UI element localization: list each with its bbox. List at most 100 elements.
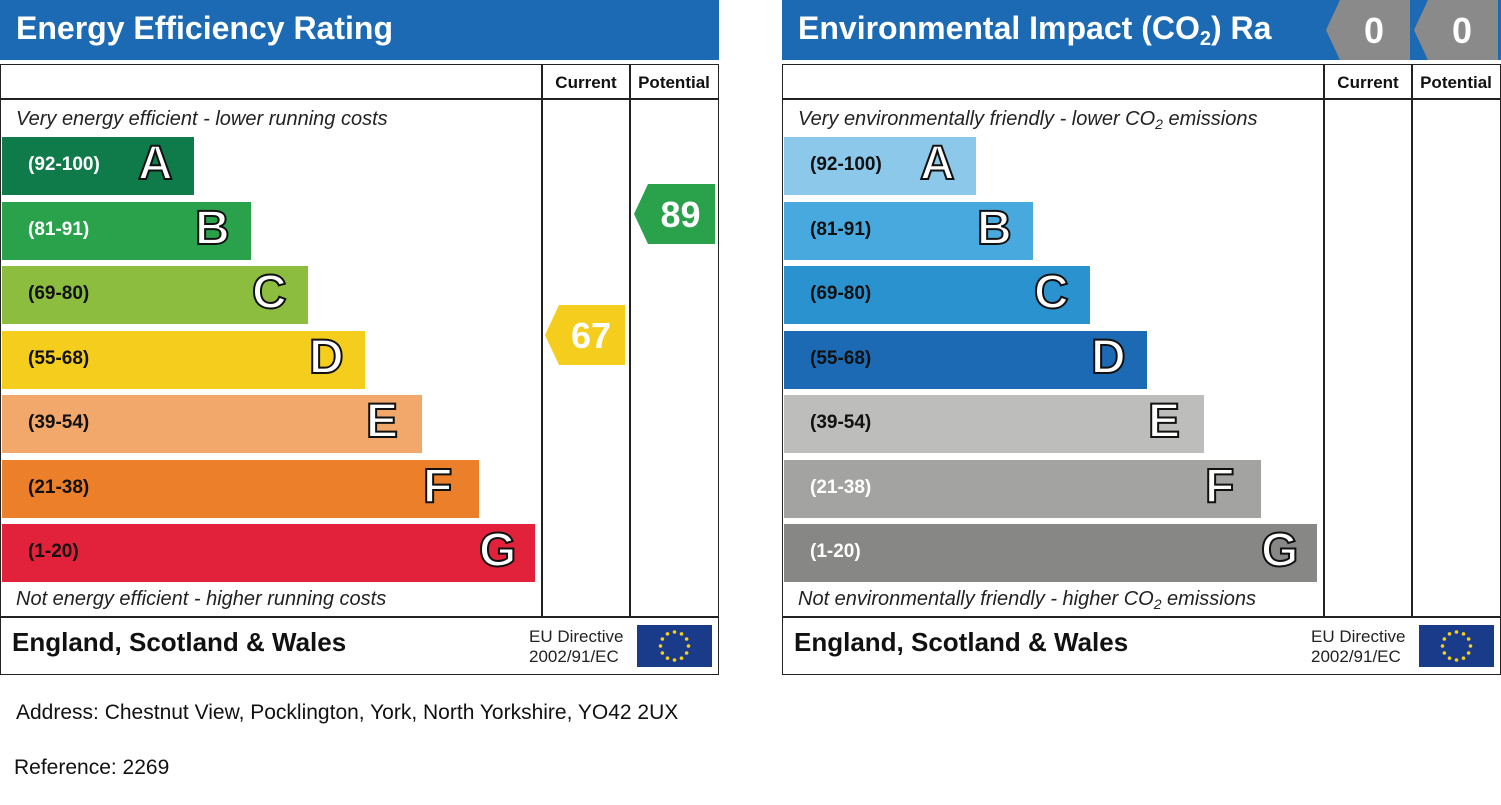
energy-col-divider-1 [541,64,543,617]
eu-flag-icon [637,625,712,667]
environment-top-tail: emissions [1162,108,1258,130]
energy-efficiency-panel: Energy Efficiency Rating Current Potenti… [0,0,719,675]
environment-current-shape [1326,0,1410,60]
environment-col-current: Current [1337,73,1399,92]
environment-header-rule [782,98,1501,100]
environment-bottom-sub: 2 [1153,596,1162,612]
environment-footer-region: England, Scotland & Wales [794,627,1129,657]
eu-star [1440,644,1445,648]
band-g: (1-20) G [784,524,1317,582]
environment-title: Environmental Impact (CO2) Ra [798,10,1271,51]
band-letter: D [308,331,345,384]
eu-star [672,658,677,662]
energy-title: Energy Efficiency Rating [16,10,393,46]
eu-star [658,644,663,648]
energy-header-rule [0,98,719,100]
energy-bottom-caption: Not energy efficient - higher running co… [16,588,387,610]
address-line: Address: Chestnut View, Pocklington, Yor… [16,701,679,724]
eu-star [1447,632,1452,636]
energy-eu-directive: EU Directive 2002/91/EC [529,627,623,667]
band-letter: F [1204,460,1235,513]
environment-current-value: 0 [1364,10,1384,51]
eu-star [1447,656,1452,660]
band-a: (92-100) A [784,137,976,195]
band-letter: D [1090,331,1127,384]
environment-potential-badge: 0 [1414,0,1498,60]
eu-star [660,637,665,641]
band-e: (39-54) E [784,395,1204,453]
energy-potential-value: 89 [660,194,700,235]
band-f: (21-38) F [2,460,479,518]
eu-star [1468,644,1473,648]
environment-eu-line2: 2002/91/EC [1311,647,1401,666]
environmental-impact-panel: Environmental Impact (CO2) Ra 0 0 Curren… [782,0,1501,675]
band-letter: E [365,395,399,448]
band-c: (69-80) C [2,266,308,324]
eu-star [1461,656,1466,660]
energy-potential-shape [634,184,715,244]
band-range-label: (55-68) [28,348,90,369]
eu-star [1466,637,1471,641]
band-range-label: (21-38) [810,477,872,498]
energy-col-current: Current [555,73,617,92]
environment-top-caption: Very environmentally friendly - lower CO… [798,108,1257,132]
environment-bottom-caption: Not environmentally friendly - higher CO… [798,588,1256,612]
environment-col-divider-2 [1411,64,1413,617]
energy-col-divider-2 [629,64,631,617]
band-letter: G [1260,524,1299,577]
band-e: (39-54) E [2,395,422,453]
band-letter: B [194,202,231,255]
band-range-label: (92-100) [810,154,882,175]
eu-star [679,656,684,660]
energy-eu-line1: EU Directive [529,627,624,646]
environment-bottom-main: Not environmentally friendly - higher CO [798,588,1154,610]
band-range-label: (39-54) [28,412,90,433]
band-b: (81-91) B [2,202,251,260]
eu-star [660,651,665,655]
band-letter: C [251,266,288,319]
eu-star [684,637,689,641]
energy-footer-region: England, Scotland & Wales [12,627,347,657]
eu-star [665,632,670,636]
band-range-label: (21-38) [28,477,90,498]
environment-potential-shape [1414,0,1498,60]
band-g: (1-20) G [2,524,535,582]
environment-top-main: Very environmentally friendly - lower CO [798,108,1156,130]
environment-top-sub: 2 [1155,116,1163,132]
eu-star [672,630,677,634]
environment-eu-line1: EU Directive [1311,627,1406,646]
band-range-label: (39-54) [810,412,872,433]
energy-frame [0,64,719,675]
band-b: (81-91) B [784,202,1033,260]
energy-potential-arrow: 89 [634,184,715,244]
eu-star [1442,637,1447,641]
band-range-label: (81-91) [28,219,90,240]
eu-star [679,632,684,636]
band-range-label: (69-80) [810,283,872,304]
band-f: (21-38) F [784,460,1261,518]
eu-star [1454,630,1459,634]
environment-eu-directive: EU Directive 2002/91/EC [1311,627,1405,667]
band-range-label: (1-20) [810,541,861,562]
eu-star [1454,658,1459,662]
band-range-label: (1-20) [28,541,79,562]
eu-star [684,651,689,655]
energy-col-potential: Potential [638,73,710,92]
band-letter: A [919,137,956,190]
energy-title-bar: Energy Efficiency Rating [0,0,719,60]
eu-star [1461,632,1466,636]
band-range-label: (92-100) [28,154,100,175]
eu-star [1442,651,1447,655]
eu-star [1466,651,1471,655]
band-range-label: (69-80) [28,283,90,304]
energy-top-caption: Very energy efficient - lower running co… [16,108,388,130]
environment-potential-value: 0 [1452,10,1472,51]
reference-line: Reference: 2269 [14,756,170,779]
environment-col-divider-1 [1323,64,1325,617]
band-d: (55-68) D [2,331,365,389]
band-letter: F [422,460,453,513]
band-a: (92-100) A [2,137,194,195]
energy-current-value: 67 [571,315,611,356]
band-letter: B [976,202,1013,255]
environment-title-tail: ) Ra [1210,10,1272,46]
